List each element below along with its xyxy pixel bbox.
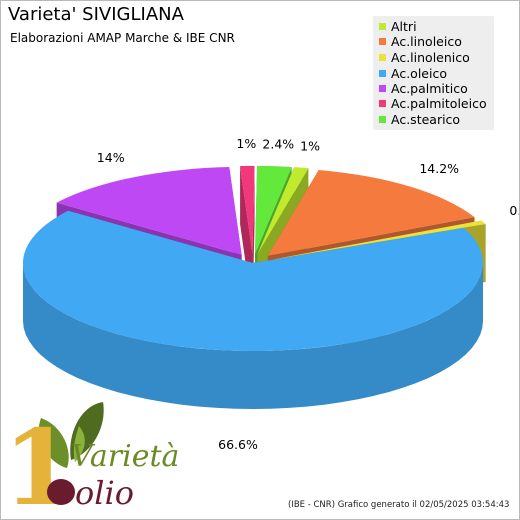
legend-item: Ac.oleico [379, 66, 447, 81]
footer-note: (IBE - CNR) Grafico generato il 02/05/20… [288, 500, 510, 510]
legend-label: Ac.stearico [391, 112, 461, 127]
slice-label: 1% [236, 136, 256, 151]
legend-item: Ac.palmitico [379, 81, 468, 96]
legend-label: Ac.oleico [391, 66, 447, 81]
logo-text-top: Varietà [71, 439, 179, 474]
chart-subtitle: Elaborazioni AMAP Marche & IBE CNR [10, 31, 235, 45]
pie-slice [274, 220, 486, 260]
slice-side-wall [23, 263, 483, 409]
legend-swatch [379, 54, 386, 61]
legend: Altri Ac.linoleico Ac.linolenico Ac.olei… [373, 16, 494, 130]
slice-label: 0.7% [509, 203, 519, 218]
slice-label: 2.4% [262, 137, 294, 152]
legend-label: Ac.linoleico [391, 34, 462, 49]
legend-label: Ac.palmitico [391, 81, 468, 96]
legend-item: Ac.stearico [379, 112, 460, 127]
legend-swatch [379, 23, 386, 30]
slice-label: 66.6% [218, 437, 258, 452]
pie-slice [257, 167, 309, 254]
legend-item: Ac.linoleico [379, 34, 462, 49]
varieta-olio-logo: 1 Varietà olio [3, 402, 179, 518]
pie-slice [267, 169, 475, 256]
legend-swatch [379, 116, 386, 123]
legend-item: Ac.linolenico [379, 50, 470, 65]
legend-swatch [379, 100, 386, 107]
legend-item: Ac.palmitoleico [379, 96, 487, 111]
pie-slice [255, 165, 292, 254]
legend-label: Altri [391, 19, 417, 34]
legend-label: Ac.palmitoleico [391, 96, 487, 111]
slice-label: 14% [97, 150, 125, 165]
legend-swatch [379, 38, 386, 45]
legend-item: Altri [379, 19, 417, 34]
slice-label: 1% [300, 138, 320, 153]
pie-labels: 1% 14.2% 0.7% 66.6% 14% 1% 2.4% [97, 136, 519, 452]
legend-swatch [379, 70, 386, 77]
pie-slice [22, 210, 484, 352]
pie-slice [56, 167, 242, 255]
pie-tops [22, 165, 486, 352]
pie-slice [240, 165, 255, 254]
logo-text-bottom: olio [75, 474, 134, 512]
logo-olive [47, 479, 75, 505]
legend-swatch [379, 85, 386, 92]
legend-label: Ac.linolenico [391, 50, 470, 65]
chart-title: Varieta' SIVIGLIANA [8, 4, 184, 25]
logo-leaf [73, 426, 85, 462]
logo-leaf [38, 418, 69, 468]
slice-label: 14.2% [419, 161, 459, 176]
